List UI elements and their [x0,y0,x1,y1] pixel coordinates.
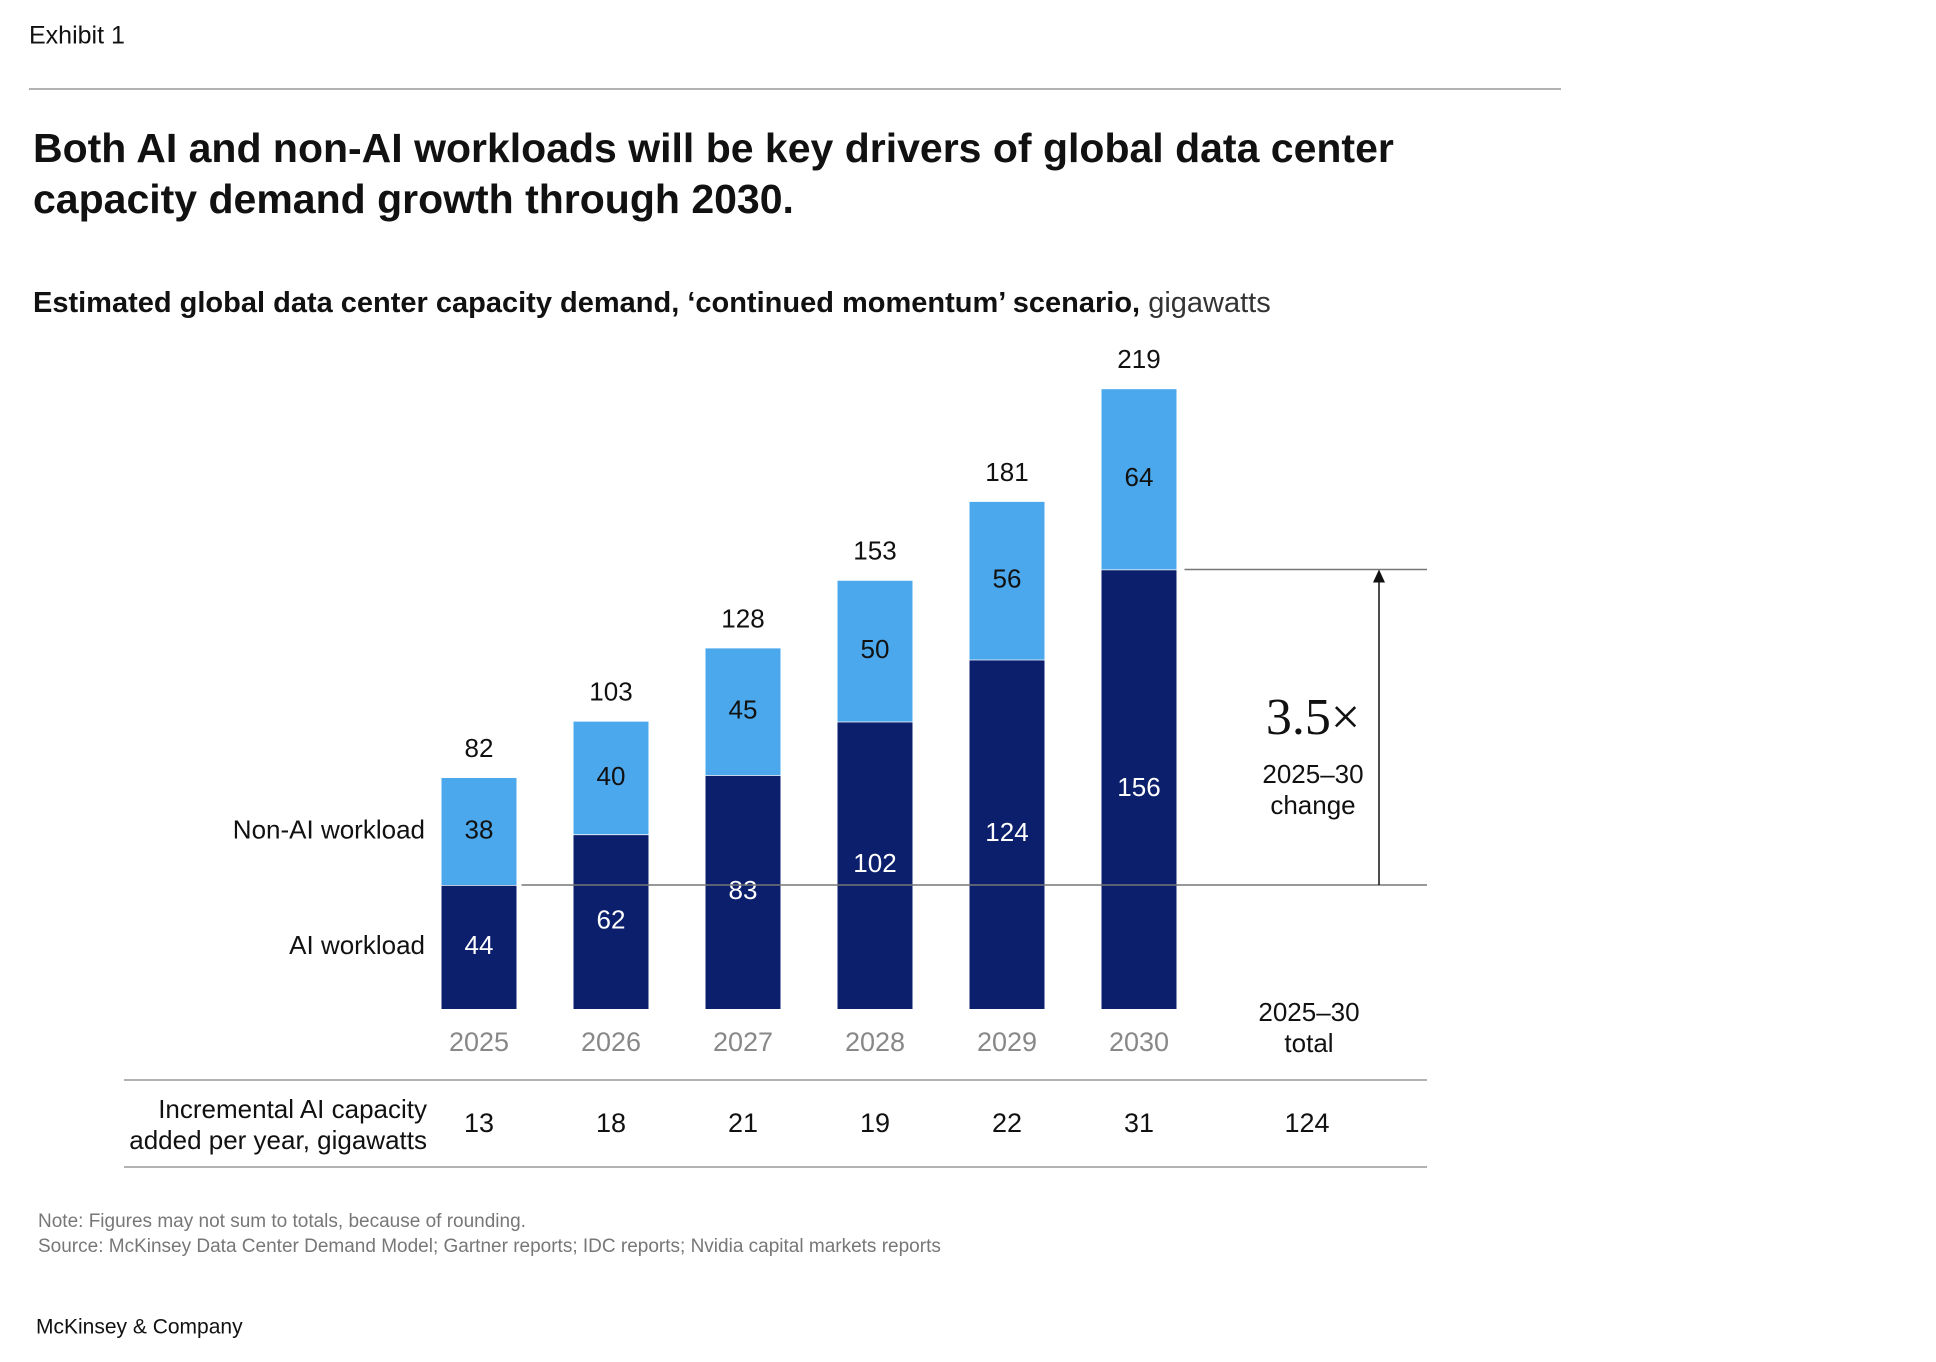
value-label: 83 [729,875,758,905]
incremental-value: 13 [464,1108,494,1138]
value-label: 40 [597,761,626,791]
incremental-value: 22 [992,1108,1022,1138]
value-label: 64 [1125,462,1154,492]
bar-segment [441,885,517,1009]
row-label: Incremental AI capacity [158,1094,427,1124]
value-label: 62 [597,905,626,935]
value-label: 156 [1117,772,1160,802]
x-tick-label: 2026 [581,1027,641,1057]
series-label: Non-AI workload [233,814,425,844]
value-label: 102 [853,848,896,878]
row-label: added per year, gigawatts [129,1125,427,1155]
bar-segment [969,501,1045,660]
bar-segment [1101,389,1177,570]
change-label: 3.5× [1266,689,1360,746]
bar-segment [1101,569,1177,1009]
bar-segment [837,580,913,722]
total-label: 219 [1117,344,1160,374]
value-label: 45 [729,695,758,725]
bar-segment [441,777,517,886]
series-label: AI workload [289,930,425,960]
total-label: 181 [985,457,1028,487]
chart-title: Both AI and non-AI workloads will be key… [33,125,1394,171]
value-label: 44 [465,930,494,960]
total-label: 128 [721,603,764,633]
incremental-value: 19 [860,1108,890,1138]
x-tick-label: 2029 [977,1027,1037,1057]
value-label: 56 [993,564,1022,594]
chart-title: capacity demand growth through 2030. [33,176,794,222]
bar-segment [705,775,781,1009]
incremental-value: 21 [728,1108,758,1138]
incremental-value: 31 [1124,1108,1154,1138]
total-column-label: total [1284,1028,1333,1058]
change-sublabel: 2025–30 [1262,759,1363,789]
x-tick-label: 2028 [845,1027,905,1057]
x-tick-label: 2027 [713,1027,773,1057]
exhibit-label: Exhibit 1 [29,22,125,50]
value-label: 50 [861,634,890,664]
total-column-label: 2025–30 [1258,997,1359,1027]
value-label: 38 [465,814,494,844]
incremental-total: 124 [1284,1108,1329,1138]
subtitle: Estimated global data center capacity de… [33,287,1271,319]
subtitle-unit: gigawatts [1148,287,1271,319]
x-tick-label: 2030 [1109,1027,1169,1057]
bar-segment [969,659,1045,1009]
brand: McKinsey & Company [36,1316,243,1339]
note: Note: Figures may not sum to totals, bec… [38,1211,526,1232]
source: Source: McKinsey Data Center Demand Mode… [38,1236,941,1257]
bar-segment [837,721,913,1009]
total-label: 153 [853,536,896,566]
value-label: 124 [985,817,1028,847]
bar-segment [705,648,781,776]
subtitle-text: Estimated global data center capacity de… [33,287,1140,319]
incremental-value: 18 [596,1108,626,1138]
bar-segment [573,721,649,835]
bar-segment [573,834,649,1009]
arrow-head [1373,569,1385,583]
total-label: 82 [465,733,494,763]
total-label: 103 [589,677,632,707]
change-sublabel: change [1270,790,1355,820]
x-tick-label: 2025 [449,1027,509,1057]
